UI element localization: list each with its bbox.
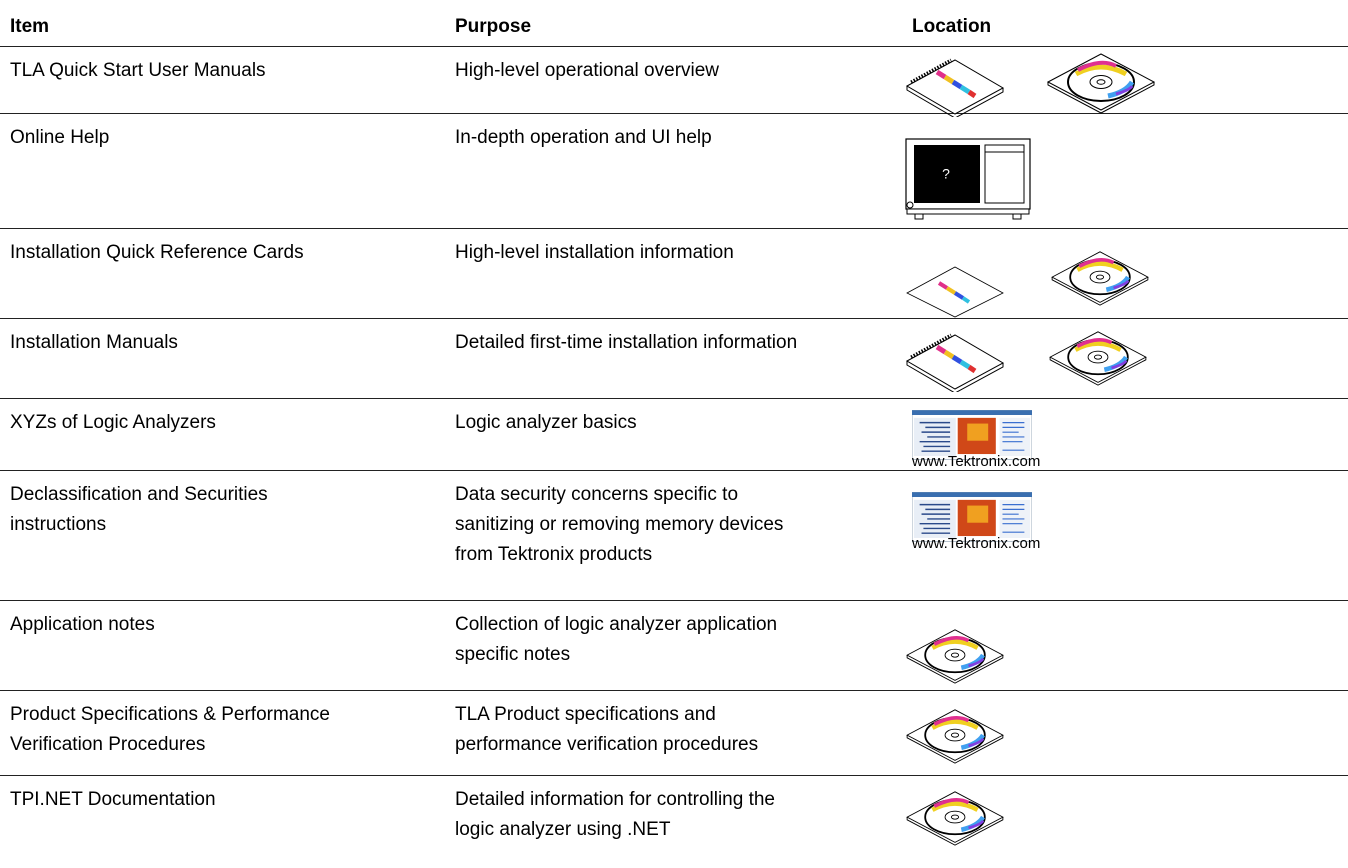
item-cell: XYZs of Logic Analyzers [10, 408, 216, 438]
help-symbol: ? [942, 166, 950, 182]
cd-icon [1050, 250, 1150, 306]
table-row: Application notes Collection of logic ana… [0, 600, 1348, 691]
item-text: TPI.NET Documentation [10, 789, 216, 810]
purpose-text: Collection of logic analyzer application [455, 614, 778, 635]
item-text: Installation Quick Reference Cards [10, 242, 304, 263]
item-text: Application notes [10, 614, 155, 635]
item-text: Declassification and Securities [10, 484, 268, 505]
purpose-text: logic analyzer using .NET [455, 819, 671, 840]
item-text: Product Specifications & Performance [10, 704, 330, 725]
purpose-text: Logic analyzer basics [455, 412, 637, 433]
cd-icon [905, 628, 1005, 684]
item-text: XYZs of Logic Analyzers [10, 412, 216, 433]
cd-icon [905, 790, 1005, 846]
item-cell: Installation Manuals [10, 328, 178, 358]
purpose-text: High-level operational overview [455, 60, 720, 81]
item-cell: Application notes [10, 610, 155, 640]
purpose-cell: In-depth operation and UI help [455, 123, 712, 153]
purpose-text: In-depth operation and UI help [455, 127, 712, 148]
purpose-cell: Collection of logic analyzer application… [455, 610, 777, 670]
table-row: Installation Manuals Detailed first-time … [0, 318, 1348, 399]
cd-icon [905, 708, 1005, 764]
item-cell: Installation Quick Reference Cards [10, 238, 304, 268]
cd-icon [1045, 52, 1157, 114]
purpose-text: Data security concerns specific to [455, 484, 739, 505]
item-text: instructions [10, 514, 107, 535]
table-row: TLA Quick Start User Manuals High-level o… [0, 46, 1348, 114]
item-text: Online Help [10, 127, 110, 148]
header-item: Item [10, 16, 50, 37]
purpose-text: performance verification procedures [455, 734, 759, 755]
table-row: Online Help In-depth operation and UI hel… [0, 113, 1348, 229]
item-text: TLA Quick Start User Manuals [10, 60, 266, 81]
website-caption: www.Tektronix.com [912, 453, 1041, 470]
purpose-cell: TLA Product specifications and performanc… [455, 700, 758, 760]
item-cell: Product Specifications & Performance Veri… [10, 700, 330, 760]
card-icon [905, 258, 1005, 320]
manual-icon [905, 330, 1005, 392]
purpose-cell: Logic analyzer basics [455, 408, 637, 438]
purpose-cell: High-level operational overview [455, 56, 719, 86]
item-cell: Online Help [10, 123, 109, 153]
purpose-text: Detailed information for controlling the [455, 789, 776, 810]
purpose-text: Detailed first-time installation informa… [455, 332, 798, 353]
website-caption: www.Tektronix.com [912, 535, 1041, 552]
table-row: XYZs of Logic Analyzers Logic analyzer ba… [0, 398, 1348, 471]
purpose-cell: Data security concerns specific to saniti… [455, 480, 783, 570]
purpose-text: specific notes [455, 644, 571, 665]
purpose-text: sanitizing or removing memory devices [455, 514, 784, 535]
table-row: Installation Quick Reference Cards High-l… [0, 228, 1348, 319]
item-cell: TPI.NET Documentation [10, 785, 216, 815]
item-text: Verification Procedures [10, 734, 206, 755]
header-location: Location [912, 16, 992, 37]
header-purpose: Purpose [455, 16, 532, 37]
purpose-cell: Detailed information for controlling the… [455, 785, 775, 845]
purpose-text: High-level installation information [455, 242, 734, 263]
table-row: Declassification and Securities instructi… [0, 470, 1348, 601]
item-cell: TLA Quick Start User Manuals [10, 56, 266, 86]
table-row: TPI.NET Documentation Detailed informatio… [0, 775, 1348, 868]
cd-icon [1048, 330, 1148, 386]
item-cell: Declassification and Securities instructi… [10, 480, 268, 540]
manual-icon [905, 55, 1005, 117]
purpose-text: from Tektronix products [455, 544, 653, 565]
monitor-icon: ? [905, 138, 1031, 220]
purpose-cell: Detailed first-time installation informa… [455, 328, 797, 358]
table-row: Product Specifications & Performance Veri… [0, 690, 1348, 776]
purpose-text: TLA Product specifications and [455, 704, 716, 725]
item-text: Installation Manuals [10, 332, 178, 353]
purpose-cell: High-level installation information [455, 238, 734, 268]
